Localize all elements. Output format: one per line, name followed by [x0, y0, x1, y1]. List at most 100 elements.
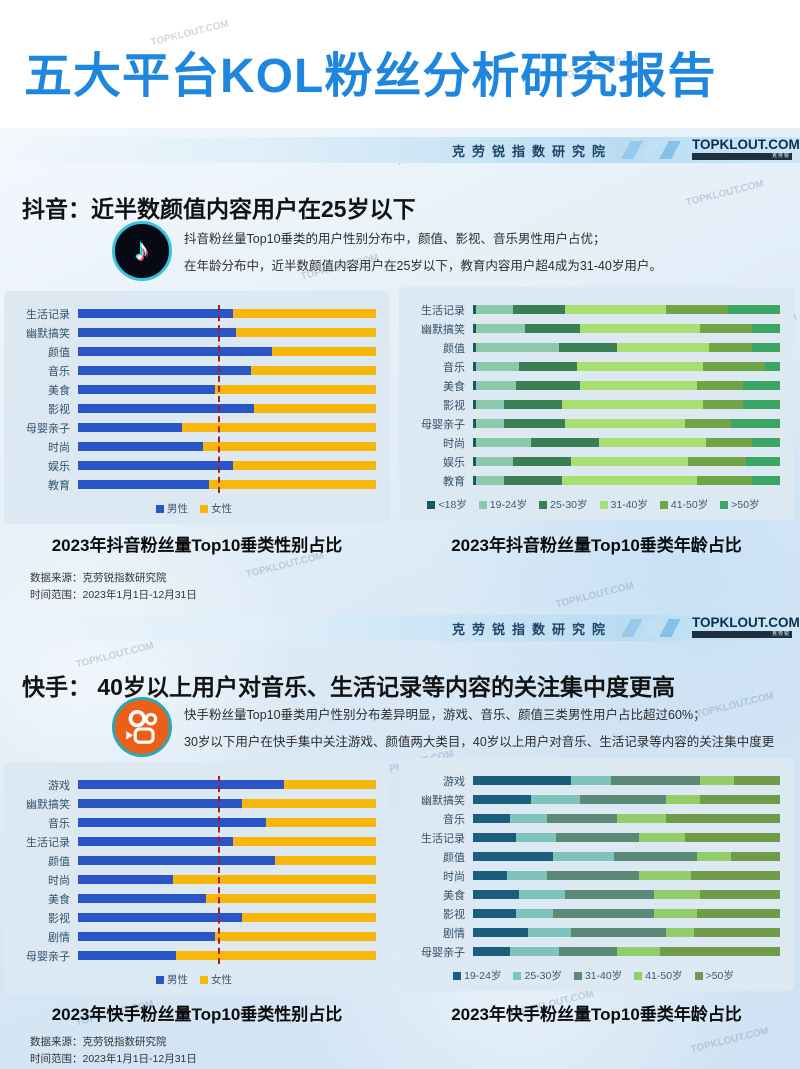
bar-segment	[473, 909, 516, 918]
category-label: 时尚	[443, 437, 465, 450]
bar-segment	[473, 343, 477, 352]
bar-segment	[182, 423, 376, 432]
stacked-bar	[78, 309, 376, 318]
bar-segment	[473, 890, 520, 899]
brand-strip: 克劳锐指数研究院 TOPKLOUT.COM 克劳锐	[0, 137, 800, 163]
bar-row: 生活记录	[12, 832, 376, 851]
bar-segment	[531, 438, 599, 447]
bar-segment	[473, 438, 477, 447]
data-source-note: 数据来源：克劳锐指数研究院 时间范围：2023年1月1日-12月31日	[30, 1034, 197, 1069]
bar-row: 幽默搞笑	[12, 323, 376, 342]
bar-segment	[558, 947, 618, 956]
video-camera-icon	[126, 709, 158, 744]
kuaishou-gender-chart: 游戏 幽默搞笑 音乐 生活记录 颜值 时尚 美食 影视 剧情 母婴亲子	[12, 775, 376, 965]
bar-row: 娱乐	[12, 456, 376, 475]
page-title: 五大平台KOL粉丝分析研究报告	[24, 50, 717, 104]
bar-segment	[697, 381, 744, 390]
bar-segment	[555, 833, 639, 842]
bar-segment	[265, 818, 376, 827]
bar-row: 剧情	[12, 927, 376, 946]
bar-row: 美食	[407, 885, 780, 904]
legend-swatch	[453, 971, 462, 980]
bar-segment	[666, 814, 780, 823]
description-line: 抖音粉丝量Top10垂类的用户性别分布中，颜值、影视、音乐男性用户占优；	[184, 232, 606, 246]
bar-segment	[733, 776, 780, 785]
age-legend: 19-24岁 25-30岁 31-40岁 41-50岁 >50岁	[407, 968, 780, 983]
stacked-bar	[78, 818, 376, 827]
data-source-note: 数据来源：克劳锐指数研究院 时间范围：2023年1月1日-12月31日	[30, 570, 197, 605]
bar-segment	[546, 814, 618, 823]
legend-item: >50岁	[694, 968, 734, 983]
category-label: 影视	[443, 399, 465, 412]
kuaishou-age-chart-caption: 2023年快手粉丝量Top10垂类年龄占比	[451, 1005, 742, 1024]
bar-row: 剧情	[407, 923, 780, 942]
logo-text: TOPKLOUT.COM	[692, 615, 800, 630]
fifty-percent-marker	[218, 776, 221, 964]
category-label: 剧情	[443, 927, 465, 940]
stacked-bar	[473, 305, 780, 314]
legend-item: 31-40岁	[599, 497, 648, 512]
bar-row: 生活记录	[407, 828, 780, 847]
stacked-bar	[78, 366, 376, 375]
stacked-bar	[473, 419, 780, 428]
bar-segment	[506, 871, 547, 880]
category-label: 幽默搞笑	[26, 798, 70, 811]
category-label: 音乐	[48, 365, 70, 378]
bar-segment	[706, 438, 753, 447]
legend-label: 19-24岁	[464, 970, 502, 982]
bar-segment	[78, 932, 216, 941]
category-label: 娱乐	[443, 456, 465, 469]
legend-swatch	[200, 504, 208, 513]
bar-segment	[654, 909, 698, 918]
logo-tagline: 克劳锐	[692, 153, 792, 160]
bar-segment	[580, 795, 667, 804]
bar-segment	[473, 814, 510, 823]
category-label: 美食	[48, 893, 70, 906]
bar-segment	[473, 457, 477, 466]
bar-row: 颜值	[12, 342, 376, 361]
bar-row: 美食	[12, 889, 376, 908]
category-label: 母婴亲子	[26, 422, 70, 435]
stacked-bar	[473, 381, 780, 390]
bar-segment	[78, 309, 233, 318]
stacked-bar	[78, 932, 376, 941]
bar-segment	[274, 856, 376, 865]
legend-label: 女性	[211, 974, 232, 986]
kuaishou-gender-chart-panel: 游戏 幽默搞笑 音乐 生活记录 颜值 时尚 美食 影视 剧情 母婴亲子 男性 女性	[4, 762, 390, 995]
period-line: 时间范围：2023年1月1日-12月31日	[30, 1053, 197, 1066]
douyin-gender-chart-caption: 2023年抖音粉丝量Top10垂类性别占比	[51, 536, 343, 555]
bar-segment	[571, 928, 667, 937]
legend-item: 19-24岁	[453, 968, 501, 983]
bar-segment	[78, 404, 254, 413]
bar-row: 幽默搞笑	[407, 319, 780, 338]
stacked-bar	[78, 404, 376, 413]
stacked-bar	[78, 423, 376, 432]
legend-label: 男性	[167, 503, 188, 515]
bar-segment	[253, 404, 376, 413]
bar-segment	[78, 328, 236, 337]
bar-segment	[565, 419, 685, 428]
category-label: 游戏	[443, 775, 465, 788]
category-label: 生活记录	[26, 836, 70, 849]
legend-label: 女性	[211, 503, 232, 515]
stacked-bar	[473, 362, 780, 371]
bar-segment	[580, 324, 701, 333]
bar-segment	[684, 833, 780, 842]
bar-row: 影视	[407, 904, 780, 923]
stacked-bar	[78, 385, 376, 394]
bar-segment	[78, 856, 275, 865]
legend-item: 41-50岁	[659, 497, 708, 512]
bar-row: 时尚	[12, 870, 376, 889]
bar-segment	[473, 776, 572, 785]
stripe-decoration	[621, 619, 681, 637]
bar-segment	[660, 947, 780, 956]
legend-item: 男性	[156, 501, 188, 516]
bar-row: 音乐	[12, 813, 376, 832]
category-label: 时尚	[443, 870, 465, 883]
bar-segment	[271, 347, 376, 356]
category-label: 生活记录	[421, 832, 465, 845]
bar-segment	[730, 419, 780, 428]
bar-row: 母婴亲子	[407, 942, 780, 961]
bar-segment	[546, 871, 639, 880]
bar-segment	[209, 480, 376, 489]
